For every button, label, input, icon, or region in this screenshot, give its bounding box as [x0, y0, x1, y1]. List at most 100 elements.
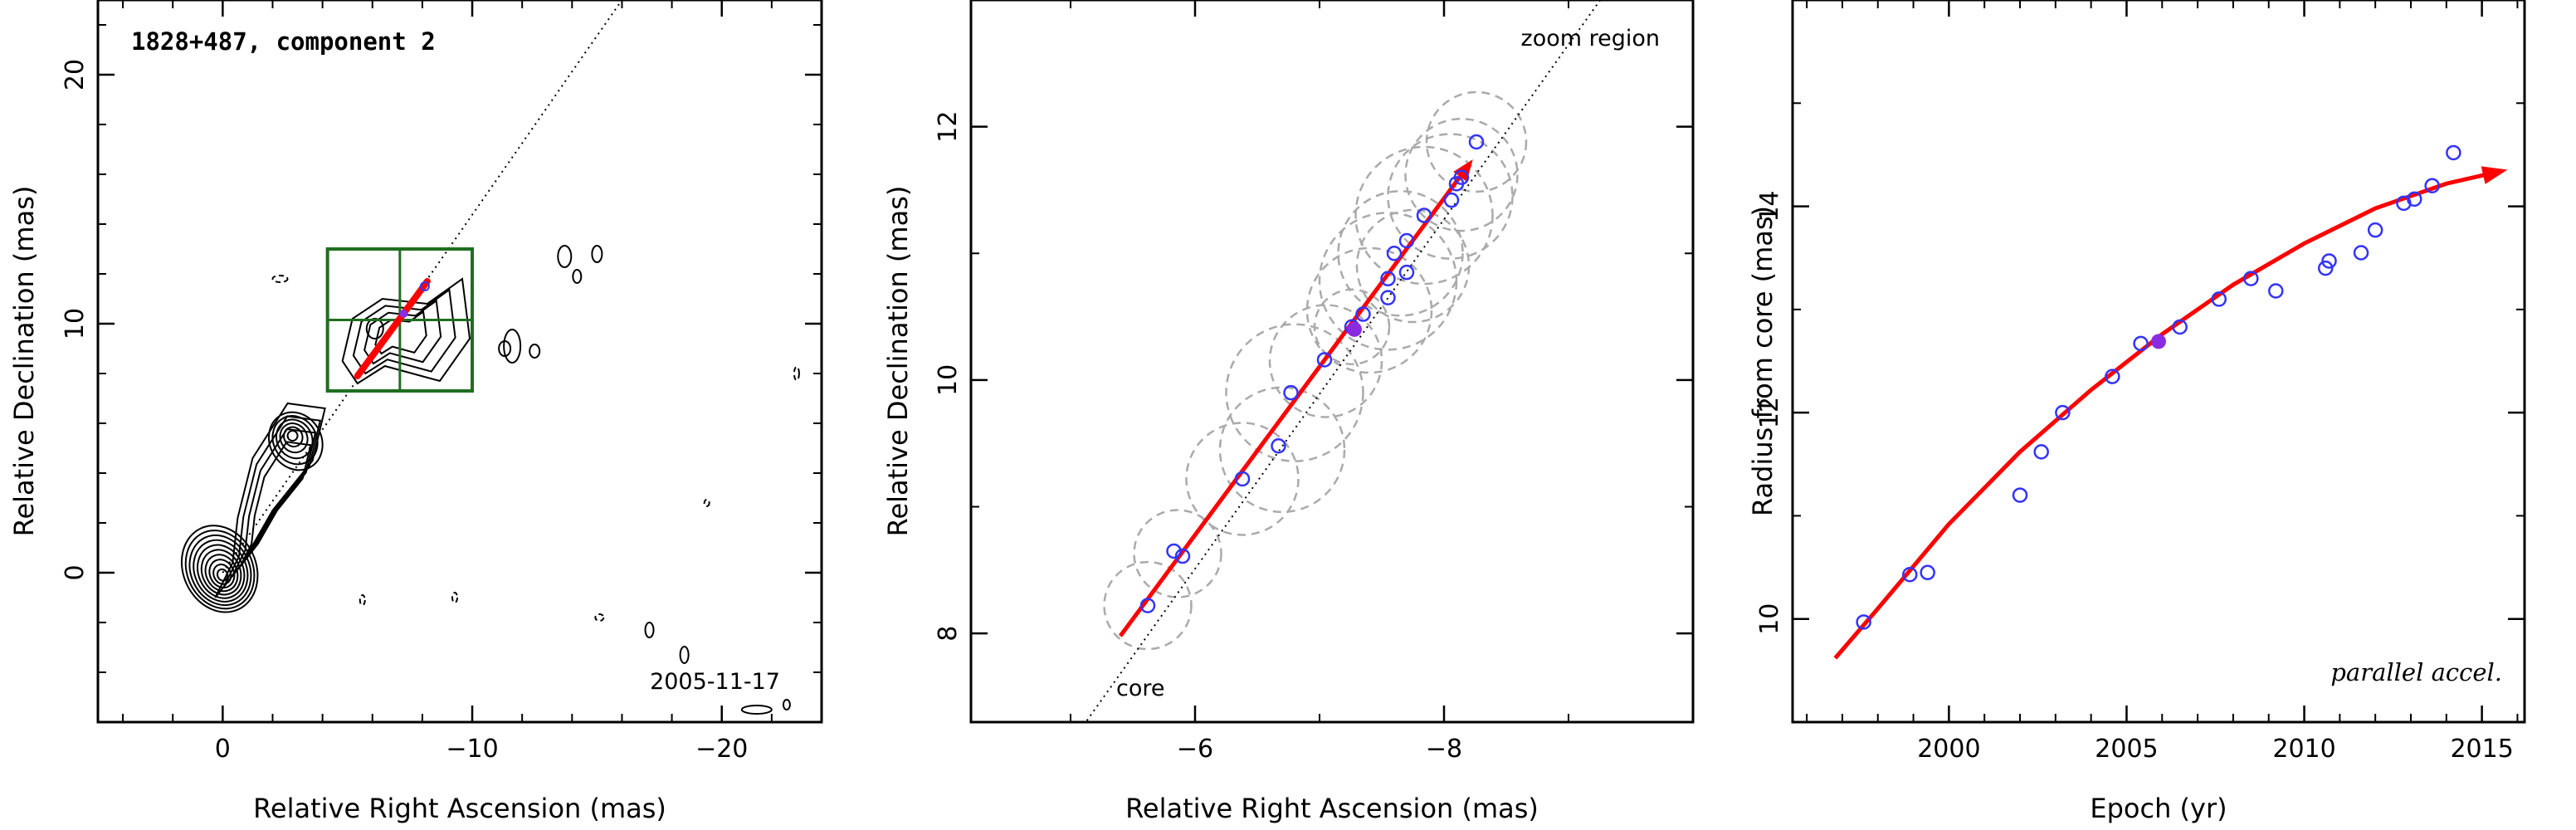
core-contour — [180, 525, 259, 613]
x-tick-label: 2015 — [2450, 735, 2513, 764]
jet-contour — [214, 402, 326, 598]
radius-point — [2055, 404, 2071, 421]
noise-contour — [679, 646, 690, 664]
x-axis-title-zoom: Relative Right Ascension (mas) — [1125, 793, 1539, 824]
noise-contour — [644, 622, 655, 638]
y-tick-label: 8 — [934, 626, 963, 642]
uncertainty-circle — [1404, 117, 1519, 232]
position-point — [1416, 208, 1432, 223]
component-contour — [352, 288, 456, 375]
component-contour — [503, 329, 522, 364]
radius-point — [2424, 178, 2440, 193]
position-point — [1316, 352, 1333, 368]
radius-point — [2133, 335, 2149, 352]
position-point — [1380, 290, 1396, 305]
uncertainty-circle — [1387, 133, 1514, 260]
knot-contour — [286, 430, 299, 442]
uncertainty-circle — [1313, 288, 1391, 366]
position-point — [1398, 232, 1415, 249]
x-axis-title-map: Relative Right Ascension (mas) — [253, 793, 666, 824]
contour-map-overlays — [222, 0, 623, 574]
y-axis-title-map: Relative Declination (mas) — [8, 186, 40, 537]
radius-point — [2268, 283, 2284, 299]
uncertainty-circle — [1225, 323, 1364, 462]
y-axis-title-zoom: Relative Declination (mas) — [882, 186, 914, 537]
component-marker — [419, 281, 430, 291]
negative-contour — [359, 594, 366, 606]
uncertainty-circle — [1133, 509, 1222, 598]
radius-point — [2033, 444, 2049, 460]
negative-contour — [793, 366, 800, 381]
position-point — [1443, 192, 1460, 208]
uncertainty-circle — [1268, 304, 1383, 418]
fit-curve — [1833, 170, 2497, 660]
position-point — [1355, 306, 1371, 322]
position-point — [1139, 598, 1156, 613]
core-arrow-head — [1079, 720, 1082, 722]
uncertainty-circle — [1425, 90, 1528, 193]
uncertainty-circle — [1318, 212, 1458, 351]
uncertainty-circle — [1103, 560, 1193, 651]
noise-contour — [572, 269, 583, 284]
y-tick-label: 0 — [61, 564, 90, 580]
radius-point — [1920, 564, 1935, 581]
contour-map-panel: 0 −10 −20 0 10 20 1828+487, component 2 2005-… — [8, 0, 823, 824]
position-point — [1234, 471, 1251, 487]
zoom-region-label: zoom region — [1521, 26, 1660, 51]
zoom-panel: −6 −8 8 10 12 zoom region core Relative Righ… — [882, 0, 1695, 824]
contour-lines — [180, 245, 800, 715]
radius-point — [2321, 253, 2337, 269]
source-title: 1828+487, component 2 — [131, 27, 436, 56]
negative-contour — [594, 613, 605, 622]
position-point — [1271, 438, 1286, 454]
negative-contour — [271, 275, 289, 283]
component-contour — [341, 277, 471, 385]
uncertainty-circle — [1185, 422, 1300, 536]
y-tick-label: 10 — [1755, 603, 1784, 635]
parallel-accel-label: parallel accel. — [2330, 658, 2502, 686]
zoom-panel-marks — [1079, 0, 1602, 722]
position-point — [1166, 543, 1182, 559]
uncertainty-circle — [1354, 145, 1494, 286]
component-contour — [374, 310, 427, 355]
y-tick-label: 10 — [934, 364, 963, 396]
direction-line — [1085, 0, 1602, 722]
contour-map-ticks: 0 −10 −20 0 10 20 — [61, 0, 822, 764]
radius-point — [2211, 291, 2227, 307]
y-tick-label: 10 — [61, 308, 90, 339]
contour-map-frame — [96, 0, 823, 724]
x-tick-label: −6 — [1177, 735, 1213, 764]
radius-point — [1856, 614, 1871, 630]
x-tick-label: 2010 — [2272, 735, 2335, 764]
highlight-point — [2151, 334, 2166, 349]
zoom-panel-frame — [969, 0, 1695, 724]
knot-contour — [283, 426, 304, 448]
uncertainty-circle — [1337, 190, 1464, 317]
position-point — [1468, 134, 1485, 150]
radius-point — [2407, 191, 2422, 208]
radius-point — [2353, 245, 2369, 261]
y-tick-label: 12 — [1755, 397, 1784, 428]
radius-point — [2317, 260, 2334, 276]
noise-contour — [740, 705, 773, 715]
x-tick-label: −10 — [446, 735, 498, 764]
radius-point — [2243, 271, 2259, 286]
jet-contour — [231, 427, 317, 578]
y-tick-label: 20 — [61, 59, 90, 90]
radius-point — [1902, 567, 1918, 583]
core-contour — [197, 544, 246, 599]
x-tick-label: 2005 — [2095, 735, 2158, 764]
x-axis-title-epoch: Epoch (yr) — [2090, 793, 2227, 824]
core-contour — [204, 554, 239, 593]
radius-epoch-ticks: 2000 2005 2010 2015 10 12 14 — [1755, 0, 2525, 764]
y-tick-label: 12 — [934, 111, 963, 143]
position-point — [1386, 246, 1403, 261]
radius-point — [2105, 369, 2120, 384]
jet-contour — [222, 415, 322, 588]
epoch-label: 2005-11-17 — [650, 669, 780, 695]
y-axis-title-radius: Radius from core (mas) — [1747, 206, 1778, 516]
fit-line — [1118, 163, 1471, 637]
radius-point — [2367, 222, 2383, 238]
radius-epoch-frame — [1791, 0, 2526, 724]
